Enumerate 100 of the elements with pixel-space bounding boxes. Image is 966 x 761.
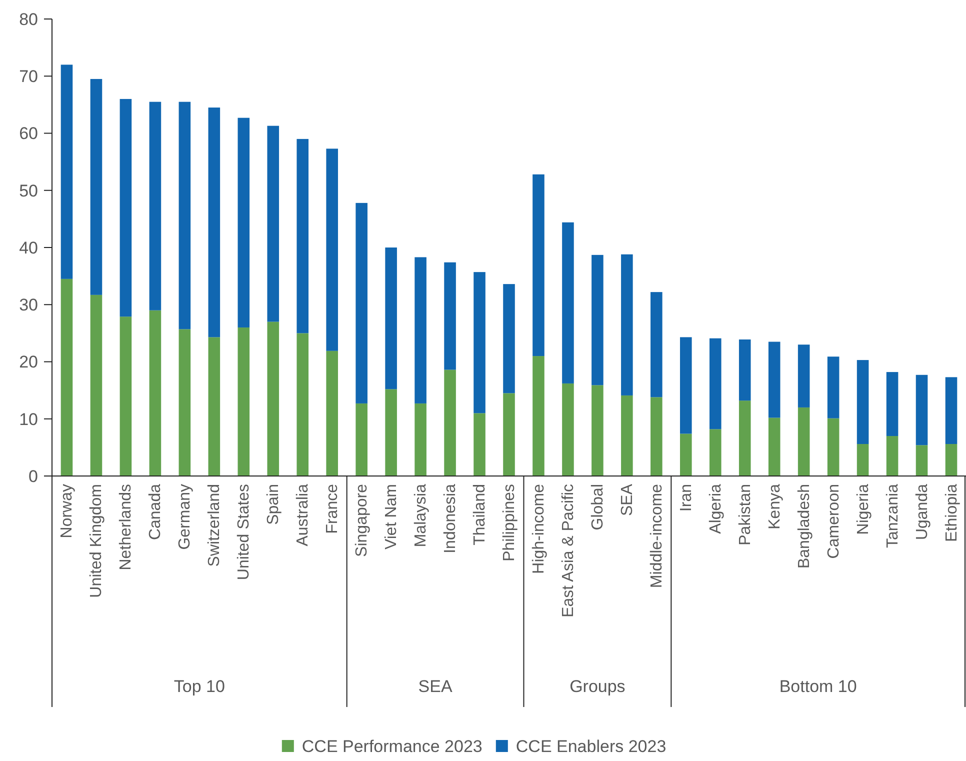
y-tick-label: 20	[19, 352, 38, 372]
y-tick-label: 30	[19, 296, 38, 315]
bar	[532, 174, 544, 356]
bar	[768, 418, 780, 476]
bar	[238, 118, 250, 328]
x-tick-label: Global	[589, 484, 606, 530]
bar	[621, 395, 633, 476]
bar	[178, 329, 191, 476]
bar	[798, 344, 810, 408]
x-tick-label: Philippines	[501, 484, 518, 562]
bar	[385, 389, 397, 476]
bar	[503, 393, 515, 476]
x-tick-label: United Kingdom	[88, 484, 106, 598]
bar	[621, 254, 633, 396]
bar	[592, 385, 604, 476]
bar	[149, 310, 162, 476]
bar	[178, 102, 191, 330]
text: Groups	[570, 677, 626, 696]
bar	[945, 444, 958, 476]
bar	[208, 108, 220, 338]
x-tick-label: Nigeria	[854, 484, 872, 535]
bar	[326, 350, 338, 476]
x-tick-label: Switzerland	[206, 484, 224, 567]
y-tick-label: 0	[28, 466, 38, 486]
bar	[798, 407, 810, 476]
x-tick-label: Germany	[176, 484, 194, 550]
x-tick-label: Indonesia	[442, 484, 460, 554]
bar	[90, 294, 102, 476]
text: SEA	[418, 677, 453, 696]
y-tick-label: 50	[19, 181, 38, 200]
bar	[474, 413, 486, 476]
bar	[738, 339, 751, 401]
bar	[149, 102, 162, 310]
y-tick-label: 40	[19, 238, 38, 258]
x-tick-label: SEA	[618, 484, 636, 516]
bar	[326, 148, 338, 351]
y-tick-label: 80	[19, 10, 38, 29]
bar	[680, 337, 692, 434]
bar	[60, 64, 73, 279]
legend-label: CCE Performance 2023	[302, 736, 482, 756]
x-tick-label: Algeria	[707, 484, 724, 534]
bar	[945, 377, 958, 444]
bar	[827, 418, 840, 476]
bar	[856, 360, 869, 444]
text: Top 10	[174, 677, 225, 696]
bar	[856, 444, 869, 476]
x-tick-label: Thailand	[472, 484, 489, 546]
bar	[650, 397, 662, 476]
text: Bottom 10	[779, 677, 857, 696]
bar	[356, 403, 368, 476]
x-tick-label: Iran	[678, 484, 695, 512]
bar	[60, 278, 73, 476]
bar	[768, 342, 780, 418]
bar	[592, 254, 604, 386]
x-tick-label: Malaysia	[412, 484, 430, 548]
x-tick-label: Bangladesh	[796, 484, 813, 569]
x-tick-label: United States	[236, 484, 253, 580]
bar	[208, 337, 220, 476]
bar	[474, 272, 486, 414]
y-tick-label: 10	[19, 410, 38, 429]
bar	[650, 292, 662, 398]
legend-label: CCE Enablers 2023	[516, 736, 666, 756]
bar	[238, 327, 250, 476]
bar	[532, 356, 544, 476]
bar	[680, 434, 692, 476]
bar	[296, 138, 309, 334]
bar	[90, 78, 102, 295]
bar	[562, 222, 574, 384]
x-tick-label: Kenya	[766, 484, 784, 530]
bar	[916, 445, 928, 476]
bar	[267, 322, 280, 476]
x-tick-label: Ethiopia	[943, 484, 960, 542]
x-tick-label: Norway	[58, 484, 76, 538]
x-tick-label: Middle-income	[648, 484, 666, 588]
x-tick-label: Australia	[294, 484, 312, 546]
x-tick-label: Uganda	[914, 484, 931, 540]
bar	[356, 202, 368, 404]
y-tick-label: 60	[19, 124, 38, 144]
bar	[709, 338, 722, 430]
y-tick-label: 70	[19, 67, 38, 86]
x-tick-label: Cameroon	[825, 484, 842, 559]
bar	[444, 370, 456, 476]
x-tick-label: Spain	[265, 484, 282, 525]
x-tick-label: Netherlands	[118, 484, 135, 570]
x-tick-label: Tanzania	[884, 484, 902, 548]
bar	[414, 403, 426, 476]
bar	[503, 284, 515, 394]
bar	[562, 383, 574, 476]
bar	[120, 98, 132, 317]
bar	[738, 400, 751, 476]
bar	[414, 257, 426, 404]
bar	[886, 372, 898, 436]
bar	[267, 126, 280, 322]
x-tick-label: East Asia & Pacific	[560, 484, 577, 618]
x-tick-label: Viet Nam	[383, 484, 400, 550]
x-tick-label: France	[324, 484, 342, 534]
x-tick-label: High-income	[530, 484, 548, 574]
x-tick-label: Canada	[147, 484, 164, 540]
bar	[296, 333, 309, 476]
bar	[709, 429, 722, 476]
